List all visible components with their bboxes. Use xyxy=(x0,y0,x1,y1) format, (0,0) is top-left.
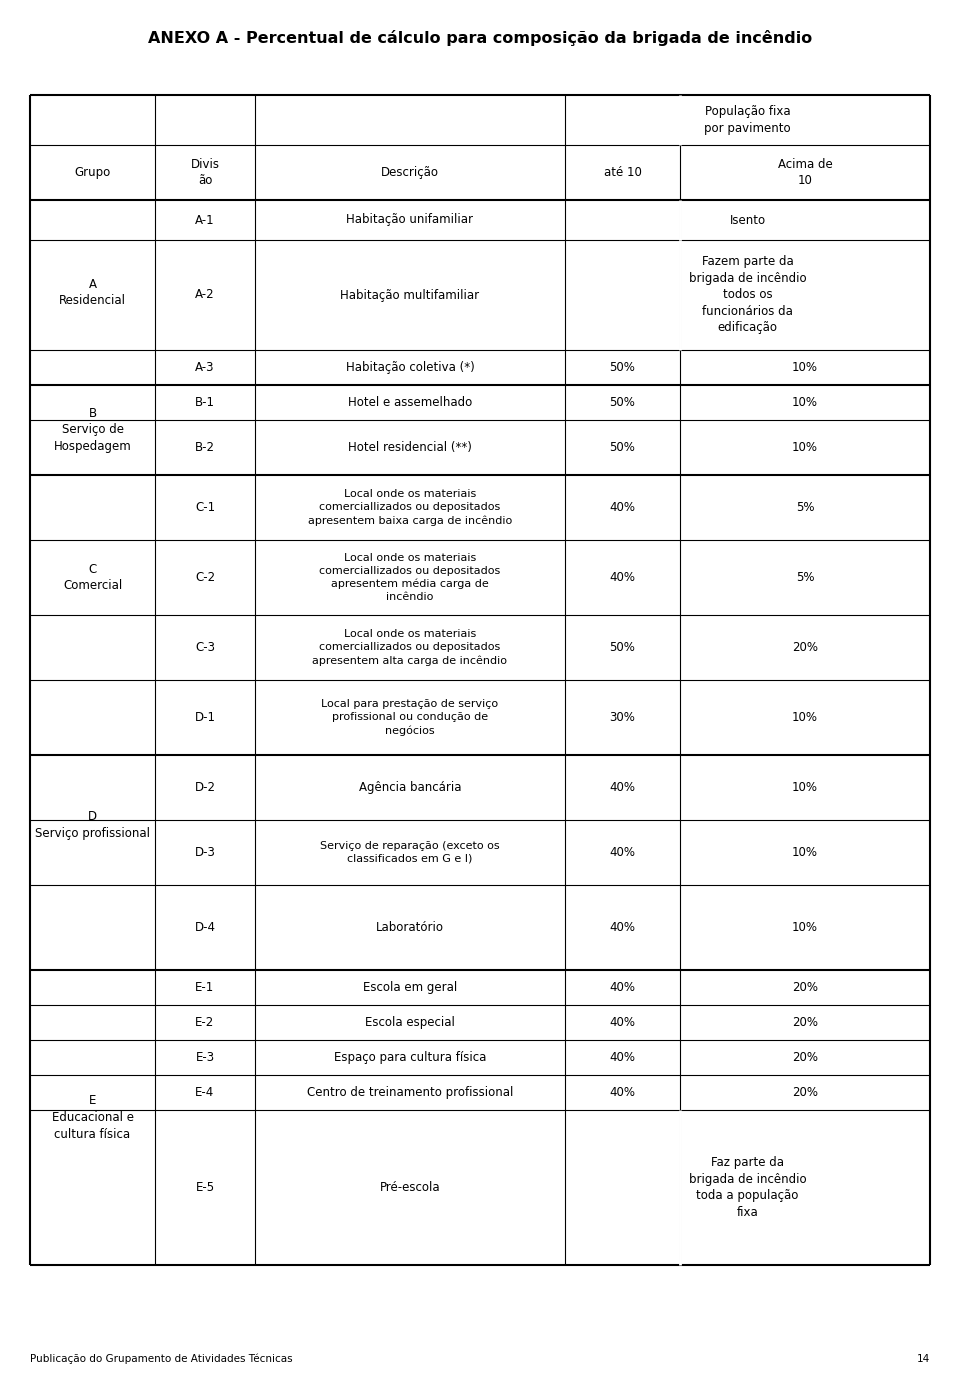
Text: Faz parte da
brigada de incêndio
toda a população
fixa: Faz parte da brigada de incêndio toda a … xyxy=(688,1156,806,1218)
Text: B
Serviço de
Hospedagem: B Serviço de Hospedagem xyxy=(54,407,132,453)
Text: Local onde os materiais
comerciallizados ou depositados
apresentem alta carga de: Local onde os materiais comerciallizados… xyxy=(313,629,508,665)
Text: Descrição: Descrição xyxy=(381,166,439,179)
Text: Habitação multifamiliar: Habitação multifamiliar xyxy=(341,288,480,302)
Text: 40%: 40% xyxy=(610,922,636,934)
Text: Publicação do Grupamento de Atividades Técnicas: Publicação do Grupamento de Atividades T… xyxy=(30,1354,293,1364)
Text: Centro de treinamento profissional: Centro de treinamento profissional xyxy=(307,1087,514,1099)
Text: C-1: C-1 xyxy=(195,500,215,514)
Text: 10%: 10% xyxy=(792,360,818,374)
Text: 40%: 40% xyxy=(610,1016,636,1028)
Text: Local onde os materiais
comerciallizados ou depositados
apresentem média carga d: Local onde os materiais comerciallizados… xyxy=(320,553,500,602)
Text: 10%: 10% xyxy=(792,780,818,794)
Text: A-2: A-2 xyxy=(195,288,215,302)
Text: E
Educacional e
cultura física: E Educacional e cultura física xyxy=(52,1095,133,1141)
Text: B-2: B-2 xyxy=(195,441,215,455)
Text: 10%: 10% xyxy=(792,711,818,723)
Text: Acima de
10: Acima de 10 xyxy=(778,158,832,187)
Text: E-1: E-1 xyxy=(196,981,215,994)
Text: Habitação coletiva (*): Habitação coletiva (*) xyxy=(346,360,474,374)
Text: 20%: 20% xyxy=(792,1016,818,1028)
Text: Hotel e assemelhado: Hotel e assemelhado xyxy=(348,396,472,409)
Text: D-3: D-3 xyxy=(195,845,215,859)
Text: 10%: 10% xyxy=(792,441,818,455)
Text: Agência bancária: Agência bancária xyxy=(359,780,461,794)
Text: 40%: 40% xyxy=(610,1051,636,1064)
Text: 10%: 10% xyxy=(792,922,818,934)
Text: B-1: B-1 xyxy=(195,396,215,409)
Text: Local para prestação de serviço
profissional ou condução de
negócios: Local para prestação de serviço profissi… xyxy=(322,700,498,736)
Text: C
Comercial: C Comercial xyxy=(62,563,122,592)
Text: A-3: A-3 xyxy=(195,360,215,374)
Text: Espaço para cultura física: Espaço para cultura física xyxy=(334,1051,486,1064)
Text: 50%: 50% xyxy=(610,640,636,654)
Text: 20%: 20% xyxy=(792,640,818,654)
Text: 50%: 50% xyxy=(610,396,636,409)
Text: 20%: 20% xyxy=(792,1087,818,1099)
Text: População fixa
por pavimento: População fixa por pavimento xyxy=(705,105,791,134)
Text: E-4: E-4 xyxy=(196,1087,215,1099)
Text: A
Residencial: A Residencial xyxy=(59,277,126,308)
Text: 50%: 50% xyxy=(610,441,636,455)
Text: D-2: D-2 xyxy=(195,780,215,794)
Text: 40%: 40% xyxy=(610,780,636,794)
Text: C-2: C-2 xyxy=(195,571,215,584)
Text: 40%: 40% xyxy=(610,500,636,514)
Text: Serviço de reparação (exceto os
classificados em G e I): Serviço de reparação (exceto os classifi… xyxy=(321,841,500,863)
Text: 30%: 30% xyxy=(610,711,636,723)
Text: D-4: D-4 xyxy=(195,922,215,934)
Text: E-2: E-2 xyxy=(196,1016,215,1028)
Text: 5%: 5% xyxy=(796,500,814,514)
Text: até 10: até 10 xyxy=(604,166,641,179)
Text: C-3: C-3 xyxy=(195,640,215,654)
Text: Pré-escola: Pré-escola xyxy=(380,1181,441,1193)
Text: E-3: E-3 xyxy=(196,1051,215,1064)
Text: Divis
ão: Divis ão xyxy=(190,158,220,187)
Text: 10%: 10% xyxy=(792,845,818,859)
Text: 50%: 50% xyxy=(610,360,636,374)
Text: A-1: A-1 xyxy=(195,213,215,226)
Text: 5%: 5% xyxy=(796,571,814,584)
Text: Escola especial: Escola especial xyxy=(365,1016,455,1028)
Text: Hotel residencial (**): Hotel residencial (**) xyxy=(348,441,472,455)
Text: D
Serviço profissional: D Serviço profissional xyxy=(35,811,150,840)
Text: 10%: 10% xyxy=(792,396,818,409)
Text: Local onde os materiais
comerciallizados ou depositados
apresentem baixa carga d: Local onde os materiais comerciallizados… xyxy=(308,489,512,525)
Text: E-5: E-5 xyxy=(196,1181,215,1193)
Text: Isento: Isento xyxy=(730,213,765,226)
Text: Habitação unifamiliar: Habitação unifamiliar xyxy=(347,213,473,226)
Text: 20%: 20% xyxy=(792,981,818,994)
Text: 40%: 40% xyxy=(610,845,636,859)
Text: ANEXO A - Percentual de cálculo para composição da brigada de incêndio: ANEXO A - Percentual de cálculo para com… xyxy=(148,30,812,46)
Text: Fazem parte da
brigada de incêndio
todos os
funcionários da
edificação: Fazem parte da brigada de incêndio todos… xyxy=(688,255,806,334)
Text: D-1: D-1 xyxy=(195,711,215,723)
Text: 20%: 20% xyxy=(792,1051,818,1064)
Text: 40%: 40% xyxy=(610,571,636,584)
Text: Escola em geral: Escola em geral xyxy=(363,981,457,994)
Text: Grupo: Grupo xyxy=(74,166,110,179)
Text: 14: 14 xyxy=(917,1354,930,1364)
Text: 40%: 40% xyxy=(610,1087,636,1099)
Text: Laboratório: Laboratório xyxy=(376,922,444,934)
Text: 40%: 40% xyxy=(610,981,636,994)
